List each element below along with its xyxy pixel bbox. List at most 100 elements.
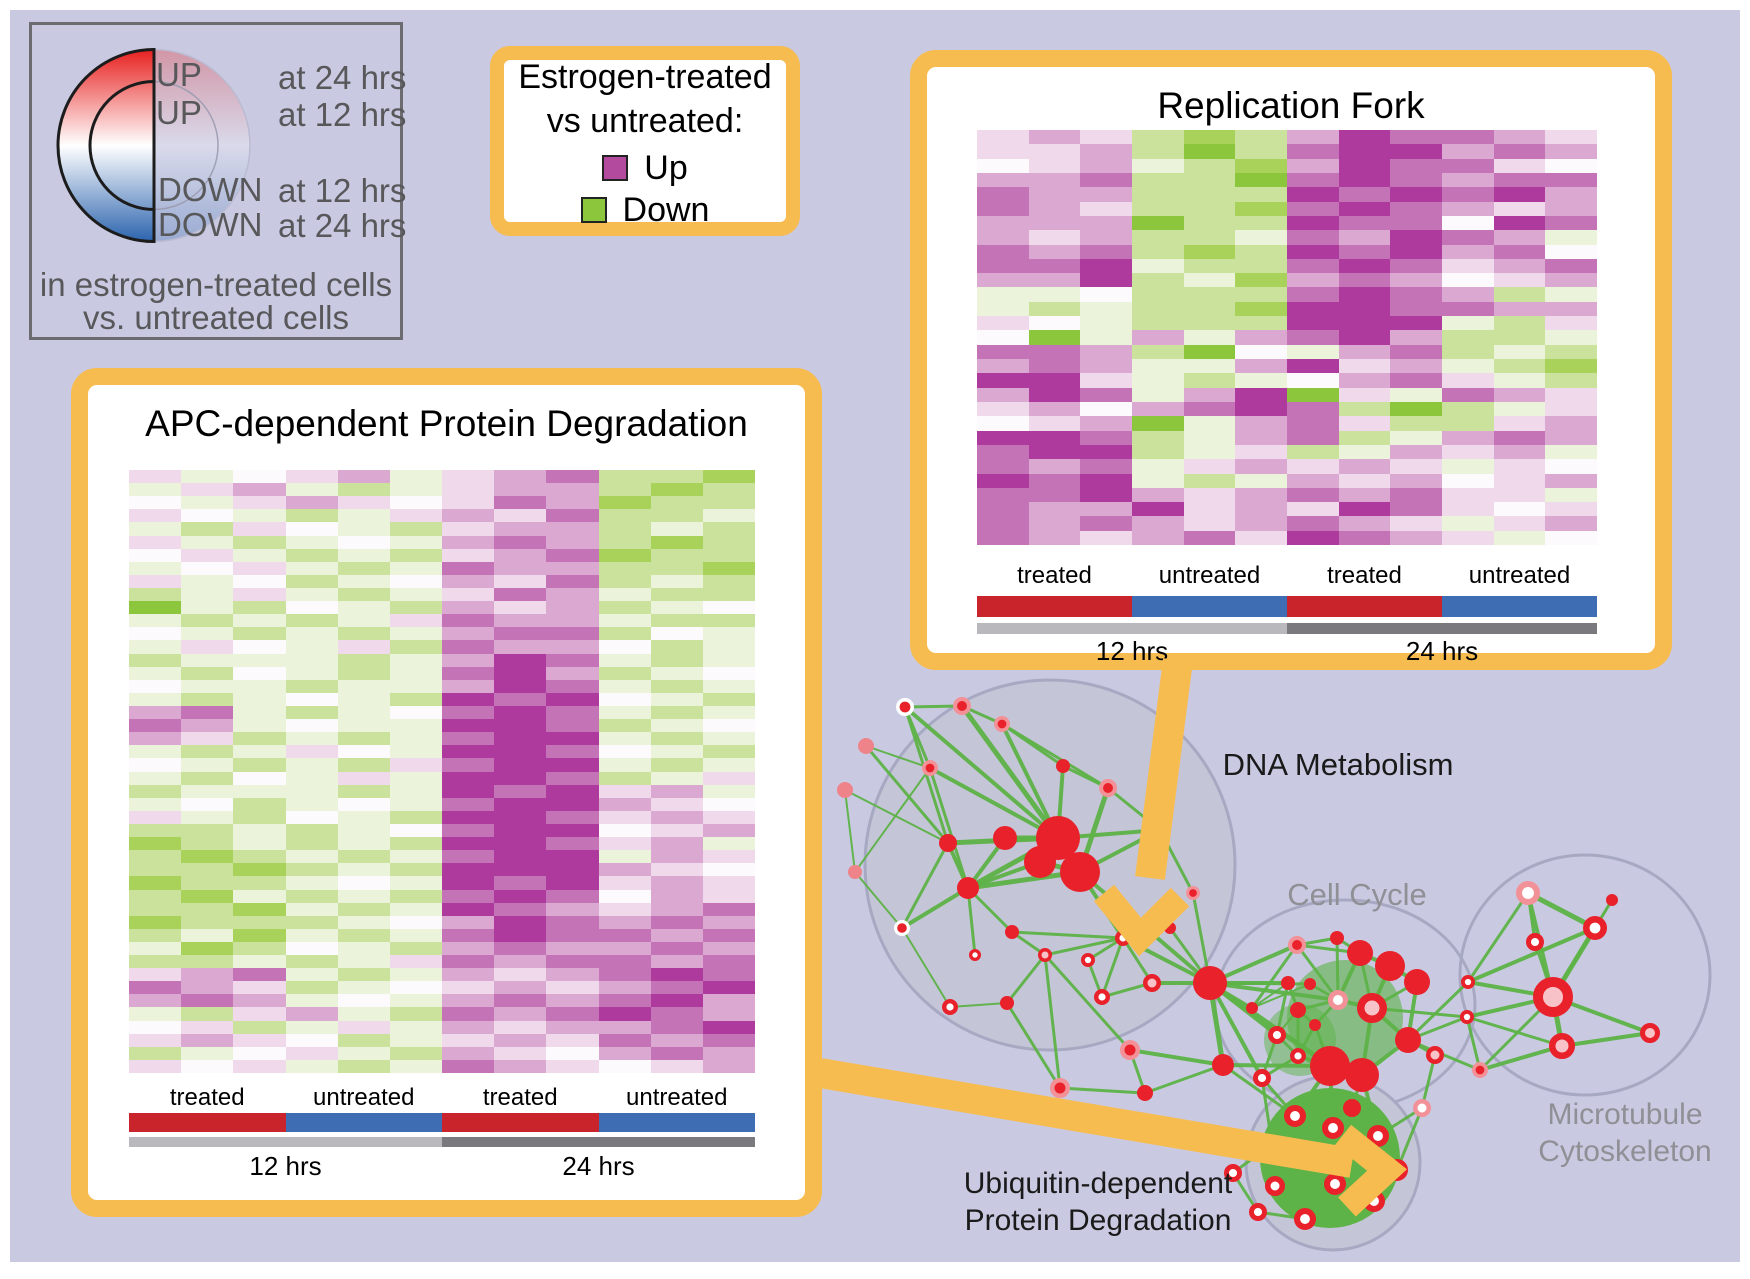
heatmap-cell [233, 614, 286, 628]
heatmap-cell [442, 561, 495, 575]
heatmap-cell [389, 889, 443, 903]
heatmap-cell [1183, 330, 1236, 345]
heatmap-cell [337, 1020, 390, 1034]
heatmap-cell [494, 679, 547, 693]
heatmap-cell [181, 653, 234, 667]
heatmap-cell [1545, 473, 1598, 488]
heatmap-cell [1132, 387, 1184, 402]
heatmap-cell [702, 653, 756, 667]
heatmap-cell [129, 574, 182, 588]
heatmap-cell [1390, 172, 1443, 188]
heatmap-cell [598, 666, 651, 680]
heatmap-cell [1338, 487, 1391, 503]
heatmap-cell [129, 863, 182, 877]
heatmap-cell [546, 692, 599, 706]
heatmap-cell [442, 653, 495, 667]
heatmap-cell [546, 705, 599, 720]
heatmap-row [129, 941, 756, 956]
heatmap-cell [442, 955, 495, 969]
heatmap-cell [702, 1007, 756, 1021]
heatmap-cell [1338, 459, 1391, 474]
heatmap-cell [546, 719, 599, 733]
heatmap-cell [1287, 215, 1339, 231]
heatmap-cell [1028, 215, 1081, 231]
heatmap-cell [1080, 273, 1133, 288]
heatmap-cell [1235, 373, 1288, 388]
heatmap-cell [285, 1007, 338, 1021]
heatmap-cell [389, 863, 443, 877]
heatmap-cell [1287, 487, 1339, 503]
heatmap-cell [181, 1059, 234, 1074]
heatmap-cell [1390, 444, 1443, 460]
microtubule-label-line1: Microtubule [1547, 1098, 1703, 1131]
heatmap-cell [702, 941, 756, 956]
heatmap-cell [1493, 187, 1546, 202]
heatmap-cell [337, 784, 390, 798]
heatmap-cell [977, 158, 1029, 173]
heatmap-cell [494, 876, 547, 890]
heatmap-cell [1493, 316, 1546, 331]
heatmap-cell [650, 705, 703, 720]
heatmap-cell [285, 627, 338, 641]
heatmap-cell [233, 941, 286, 956]
heatmap-cell [1183, 516, 1236, 531]
heatmap-cell [1338, 430, 1391, 445]
heatmap-cell [546, 653, 599, 667]
heatmap-row [129, 771, 756, 785]
heatmap-cell [129, 758, 182, 772]
heatmap-row [129, 561, 756, 575]
heatmap-cell [1028, 158, 1081, 173]
heatmap-cell [494, 968, 547, 982]
heatmap-cell [1132, 301, 1184, 317]
heatmap-cell [337, 771, 390, 785]
heatmap-cell [337, 627, 390, 641]
heatmap-cell [442, 876, 495, 890]
heatmap-cell [702, 1059, 756, 1074]
rf-time-bars [977, 623, 1597, 634]
heatmap-cell [546, 522, 599, 536]
heatmap-cell [1183, 416, 1236, 431]
heatmap-cell [1338, 387, 1391, 402]
heatmap-cell [129, 876, 182, 890]
heatmap-cell [1235, 172, 1288, 188]
heatmap-cell [494, 719, 547, 733]
heatmap-cell [1028, 387, 1081, 402]
heatmap-cell [1287, 530, 1339, 546]
heatmap-cell [1493, 359, 1546, 374]
heatmap-cell [233, 496, 286, 510]
heatmap-cell [1338, 287, 1391, 302]
heatmap-cell [546, 955, 599, 969]
heatmap-cell [1235, 502, 1288, 517]
heatmap-cell [129, 1059, 182, 1074]
heatmap-cell [1028, 172, 1081, 188]
heatmap-cell [337, 889, 390, 903]
heatmap-cell [494, 601, 547, 615]
heatmap-cell [494, 653, 547, 667]
heatmap-cell [1132, 201, 1184, 216]
heatmap-cell [1493, 459, 1546, 474]
heatmap-cell [546, 640, 599, 654]
apc-group-label-2: untreated [313, 1084, 415, 1111]
dna-metabolism-label: DNA Metabolism [1222, 747, 1454, 782]
heatmap-cell [1545, 187, 1598, 202]
heatmap-cell [650, 863, 703, 877]
heatmap-row [129, 535, 756, 549]
heatmap-cell [546, 679, 599, 693]
heatmap-cell [285, 640, 338, 654]
heatmap-cell [650, 994, 703, 1008]
heatmap-cell [1545, 158, 1598, 173]
heatmap-cell [1338, 158, 1391, 173]
heatmap-row [129, 915, 756, 929]
heatmap-cell [285, 810, 338, 824]
heatmap-cell [702, 797, 756, 811]
heatmap-cell [389, 483, 443, 497]
heatmap-cell [129, 614, 182, 628]
heatmap-cell [442, 496, 495, 510]
heatmap-cell [1287, 230, 1339, 245]
heatmap-cell [1390, 201, 1443, 216]
heatmap-cell [1442, 301, 1494, 317]
heatmap-cell [337, 1059, 390, 1074]
heatmap-cell [598, 627, 651, 641]
heatmap-cell [285, 574, 338, 588]
heatmap-cell [389, 522, 443, 536]
